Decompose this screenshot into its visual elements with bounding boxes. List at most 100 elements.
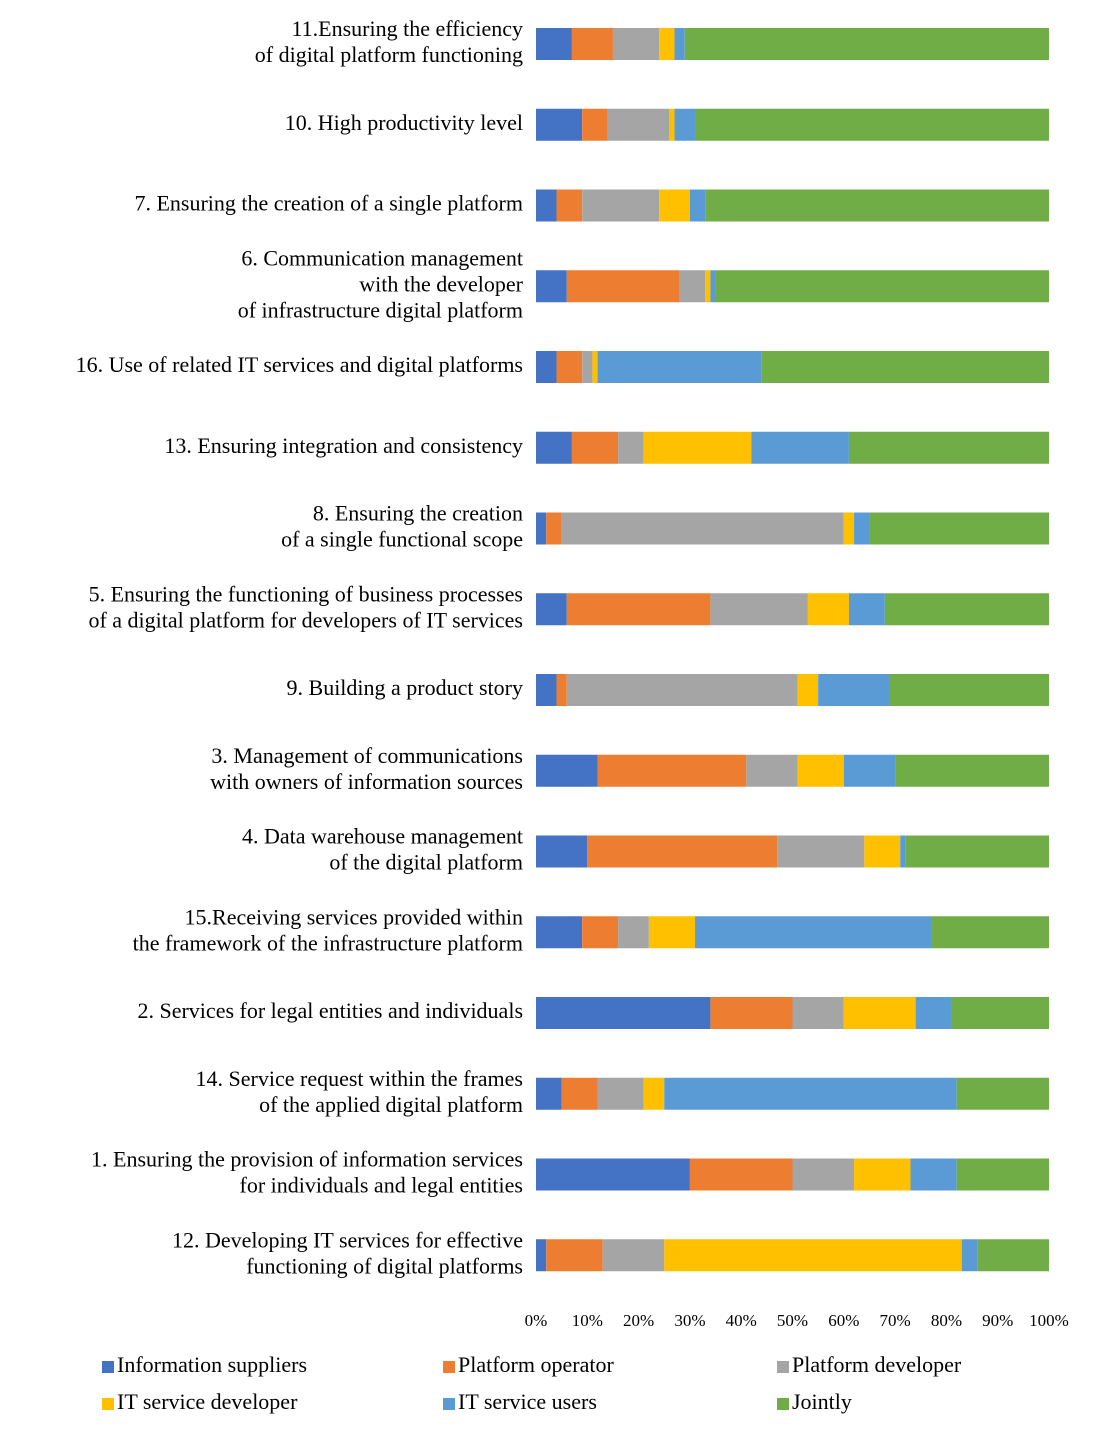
- bar-segment: [777, 835, 865, 868]
- category-label: of a single functional scope: [281, 527, 523, 552]
- category-label: of infrastructure digital platform: [238, 297, 523, 322]
- bar-segment: [597, 754, 747, 787]
- category-label: 2. Services for legal entities and indiv…: [137, 998, 523, 1023]
- category-label: 6. Communication management: [241, 245, 523, 270]
- bar-segment: [797, 754, 844, 787]
- bar-segment: [561, 1077, 598, 1110]
- x-tick-label: 0%: [525, 1311, 548, 1330]
- bar-segment: [582, 108, 608, 141]
- bar-segment: [582, 916, 619, 949]
- bar-segment: [679, 270, 706, 303]
- bar-segment: [536, 1077, 562, 1110]
- bar-segment: [556, 674, 567, 706]
- bar-segment: [915, 997, 952, 1029]
- bar-segment: [895, 754, 1049, 787]
- legend-swatch: [443, 1361, 455, 1373]
- legend-label: Platform operator: [458, 1352, 614, 1377]
- legend-swatch: [443, 1398, 455, 1410]
- bar-segment: [751, 431, 849, 464]
- bar-segment: [536, 916, 583, 949]
- bar-segment: [854, 512, 870, 545]
- x-tick-label: 90%: [982, 1311, 1013, 1330]
- bar-segment: [674, 28, 685, 60]
- bar-segment: [951, 997, 1049, 1029]
- category-label: 5. Ensuring the functioning of business …: [89, 581, 523, 606]
- bar-segment: [910, 1158, 957, 1191]
- bar-segment: [536, 28, 572, 60]
- bar-segment: [931, 916, 1049, 949]
- category-label: for individuals and legal entities: [240, 1173, 524, 1198]
- bar-segment: [536, 1239, 547, 1272]
- bar-segment: [889, 674, 1049, 706]
- legend-label: IT service developer: [117, 1389, 298, 1414]
- category-label: 14. Service request within the frames: [196, 1066, 523, 1091]
- x-tick-label: 60%: [828, 1311, 859, 1330]
- bar-segment: [659, 28, 675, 60]
- bar-segment: [689, 1158, 793, 1191]
- legend-label: Platform developer: [792, 1352, 962, 1377]
- bar-segment: [848, 431, 1049, 464]
- bar-segment: [746, 754, 798, 787]
- legend-label: Jointly: [792, 1389, 852, 1414]
- legend-label: Information suppliers: [117, 1352, 307, 1377]
- x-tick-label: 30%: [674, 1311, 705, 1330]
- bar-segment: [715, 270, 1049, 303]
- bar-segment: [536, 997, 711, 1029]
- x-tick-label: 40%: [726, 1311, 757, 1330]
- bar-segment: [556, 351, 583, 383]
- category-label: of digital platform functioning: [255, 42, 523, 67]
- bar-segment: [566, 270, 680, 303]
- bar-segment: [792, 1158, 855, 1191]
- x-tick-label: 100%: [1029, 1311, 1069, 1330]
- bar-segment: [536, 351, 557, 383]
- bar-segment: [705, 189, 1049, 222]
- bar-segment: [546, 1239, 603, 1272]
- bar-segment: [536, 835, 588, 868]
- bar-segment: [854, 1158, 911, 1191]
- category-label: with owners of information sources: [210, 769, 523, 794]
- bar-segment: [695, 108, 1049, 141]
- category-label: 11.Ensuring the efficiency: [291, 16, 523, 41]
- x-tick-label: 10%: [572, 1311, 603, 1330]
- bar-segment: [695, 916, 932, 949]
- bar-segment: [592, 351, 598, 383]
- bar-segment: [618, 431, 644, 464]
- bar-segment: [900, 835, 906, 868]
- bar-segment: [674, 108, 696, 141]
- legend-swatch: [777, 1361, 789, 1373]
- category-label: functioning of digital platforms: [246, 1253, 523, 1278]
- x-tick-label: 80%: [931, 1311, 962, 1330]
- bar-segment: [587, 835, 778, 868]
- bar-segment: [536, 270, 567, 303]
- bar-segment: [618, 916, 649, 949]
- bar-segment: [710, 270, 716, 303]
- category-label: the framework of the infrastructure plat…: [133, 930, 523, 955]
- category-label: 4. Data warehouse management: [242, 824, 523, 849]
- bar-segment: [818, 674, 890, 706]
- legend-label: IT service users: [458, 1389, 597, 1414]
- bar-segment: [643, 431, 752, 464]
- bar-segment: [977, 1239, 1049, 1272]
- bar-segment: [536, 1158, 690, 1191]
- bar-segment: [536, 754, 598, 787]
- category-label: 1. Ensuring the provision of information…: [91, 1147, 523, 1172]
- bar-segment: [843, 754, 896, 787]
- legend-swatch: [777, 1398, 789, 1410]
- bar-segment: [612, 28, 660, 60]
- bar-segment: [571, 431, 619, 464]
- bar-segment: [536, 512, 547, 545]
- category-label: of the digital platform: [329, 850, 523, 875]
- bar-segment: [864, 835, 901, 868]
- category-label: 15.Receiving services provided within: [185, 904, 523, 929]
- bar-segment: [536, 108, 583, 141]
- bar-segment: [956, 1158, 1049, 1191]
- category-label: 7. Ensuring the creation of a single pla…: [134, 191, 523, 216]
- bar-segment: [807, 593, 849, 626]
- bar-segment: [597, 351, 762, 383]
- category-label: with the developer: [359, 271, 523, 296]
- category-label: 10. High productivity level: [285, 110, 523, 135]
- category-label: of the applied digital platform: [259, 1092, 523, 1117]
- bar-segment: [961, 1239, 978, 1272]
- bar-segment: [582, 189, 660, 222]
